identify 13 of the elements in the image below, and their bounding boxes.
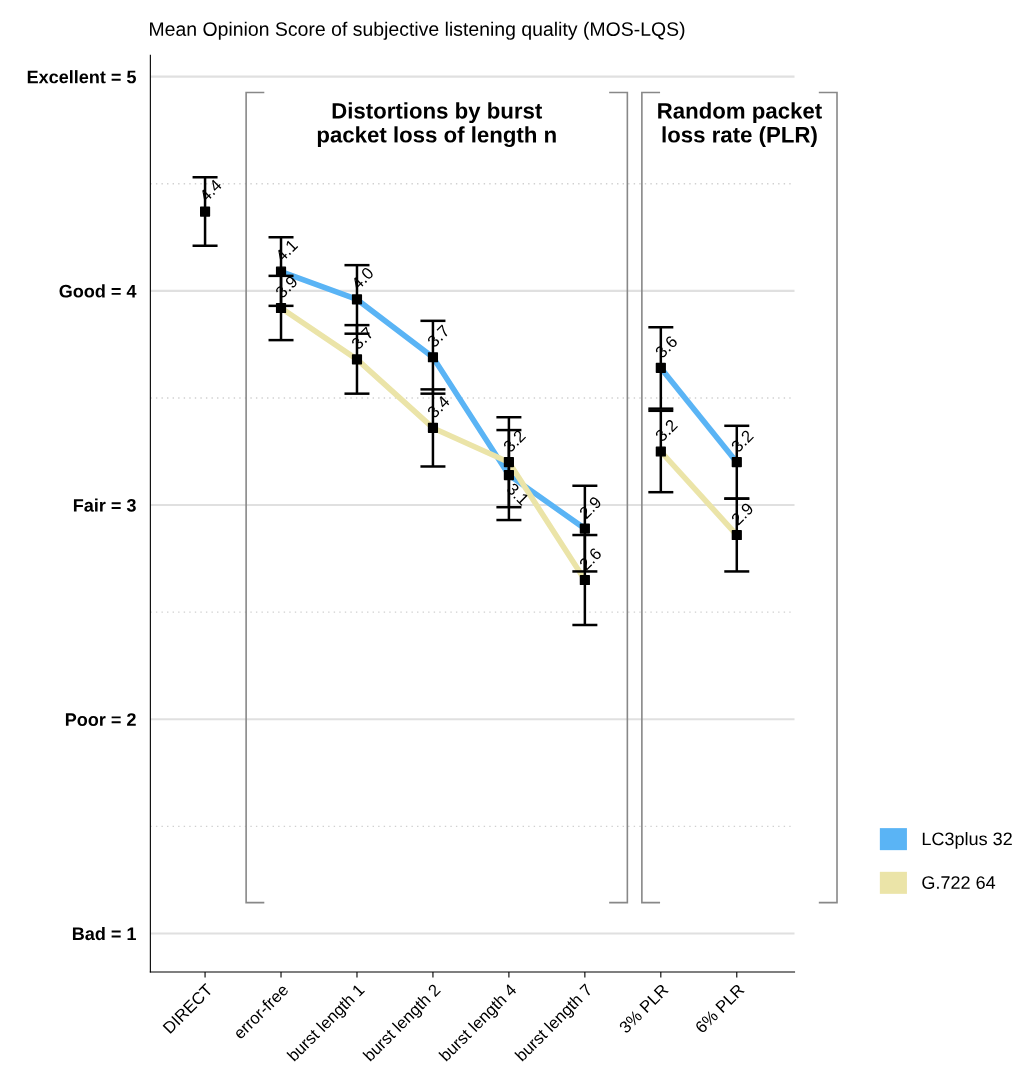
annotation: Distortions by burst packet loss of length n [317, 102, 556, 148]
legend-label: G.722 64 [922, 876, 996, 889]
annotation: Random packet loss rate (PLR) [658, 102, 822, 148]
point [199, 206, 211, 217]
y-tick-label: Good = 4 [59, 284, 137, 298]
y-tick-label: Fair = 3 [73, 498, 136, 512]
x-tick-label: 6% PLR [694, 983, 745, 1034]
chart-title: Mean Opinion Score of subjective listening quality (MOS-LQS) [150, 21, 685, 40]
x-tick-label: 3% PLR [618, 983, 669, 1034]
y-tick-label: Excellent = 5 [27, 70, 136, 84]
y-tick-label: Bad = 1 [72, 926, 136, 941]
legend-label: LC3plus 32 [922, 832, 1012, 849]
y-tick-label: Poor = 2 [65, 713, 136, 726]
